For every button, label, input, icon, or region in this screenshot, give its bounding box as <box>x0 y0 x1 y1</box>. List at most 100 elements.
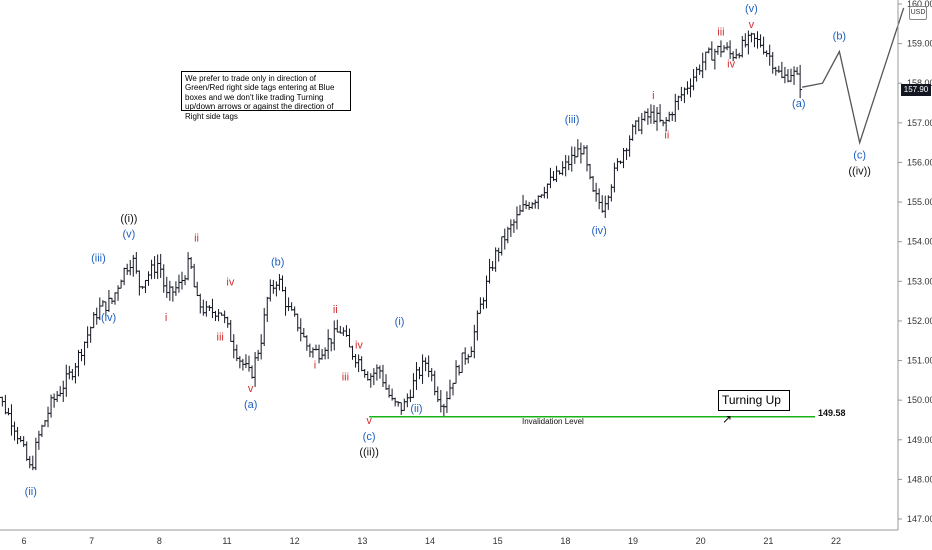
ohlc-bar <box>304 335 309 351</box>
ohlc-bar <box>682 87 687 104</box>
ohlc-bar <box>423 357 428 372</box>
currency-badge: USD <box>909 6 927 20</box>
ohlc-bar <box>487 258 492 284</box>
ohlc-bar <box>82 341 87 366</box>
ohlc-bar <box>725 42 730 51</box>
wave-label: (ii) <box>410 403 422 415</box>
ohlc-bar <box>612 162 617 193</box>
wave-label: iii <box>717 27 724 39</box>
wave-label: (a) <box>792 98 805 110</box>
wave-label: ((ii)) <box>359 447 379 459</box>
ohlc-bar <box>460 352 465 374</box>
ohlc-bar <box>21 436 26 448</box>
ohlc-bar <box>76 349 81 377</box>
ohlc-bar <box>259 334 264 360</box>
ohlc-bar <box>222 310 227 324</box>
ohlc-bar <box>658 104 663 123</box>
ohlc-bar <box>676 95 681 110</box>
wave-label: (iv) <box>592 225 607 237</box>
wave-label: (iv) <box>101 312 116 324</box>
ohlc-bar <box>667 111 672 122</box>
wave-label: v <box>749 19 755 31</box>
x-tick-label: 12 <box>290 536 300 546</box>
ohlc-bar <box>655 107 660 131</box>
wave-label: v <box>366 415 372 427</box>
ohlc-bar <box>36 430 41 450</box>
ohlc-bar <box>58 386 63 397</box>
y-tick-label: 147.00 <box>907 514 932 524</box>
ohlc-bar <box>374 364 379 381</box>
ohlc-bar <box>770 51 775 74</box>
ohlc-bar <box>517 204 522 216</box>
wave-label: (a) <box>244 399 257 411</box>
ohlc-bar <box>292 306 297 317</box>
ohlc-bar <box>417 366 422 380</box>
ohlc-bar <box>752 33 757 48</box>
ohlc-bar <box>703 51 708 71</box>
ohlc-bar <box>210 298 215 319</box>
x-tick-label: 15 <box>493 536 503 546</box>
ohlc-bar <box>377 365 382 379</box>
ohlc-bar <box>268 279 273 302</box>
ohlc-bar <box>243 354 248 369</box>
wave-label: iv <box>355 340 363 352</box>
ohlc-bar <box>411 373 416 399</box>
ohlc-bar <box>396 401 401 407</box>
ohlc-bar <box>533 199 538 209</box>
ohlc-bar <box>636 116 641 132</box>
wave-label: (b) <box>833 31 846 43</box>
ohlc-bar <box>603 195 608 218</box>
wave-labels: (ii)(iii)(iv)(v)((i))iiiiiiivv(a)(b)iiii… <box>25 3 871 498</box>
ohlc-bar <box>277 274 282 291</box>
ohlc-bar <box>496 247 501 262</box>
wave-label: (iii) <box>565 114 580 126</box>
ohlc-bar <box>253 352 258 387</box>
y-tick-label: 148.00 <box>907 474 932 484</box>
wave-label: ii <box>333 304 338 316</box>
ohlc-bar <box>728 40 733 60</box>
x-tick-label: 6 <box>21 536 26 546</box>
ohlc-bar <box>216 309 221 322</box>
ohlc-bar <box>706 47 711 54</box>
ohlc-bar <box>271 279 276 294</box>
ohlc-bar <box>447 379 452 400</box>
ohlc-bar <box>100 300 105 307</box>
ohlc-bar <box>457 364 462 376</box>
strategy-note: We prefer to trade only in direction of … <box>181 71 351 121</box>
current-price-badge: 157.90 <box>901 84 931 96</box>
ohlc-bar <box>201 299 206 316</box>
y-tick-label: 156.00 <box>907 157 932 167</box>
ohlc-bar <box>307 343 312 358</box>
ohlc-bar <box>192 263 197 288</box>
ohlc-bar <box>600 195 605 213</box>
ohlc-bar <box>274 281 279 297</box>
ohlc-bar <box>359 356 364 372</box>
x-tick-label: 20 <box>696 536 706 546</box>
ohlc-bar <box>350 345 355 360</box>
wave-label: (b) <box>271 256 284 268</box>
ohlc-bar <box>341 327 346 336</box>
ohlc-bar <box>514 206 519 230</box>
ohlc-bar <box>581 145 586 155</box>
ohlc-bar <box>454 360 459 384</box>
wave-label: (i) <box>395 316 405 328</box>
ohlc-bar <box>402 398 407 411</box>
ohlc-bar <box>152 256 157 279</box>
ohlc-bar <box>362 369 367 378</box>
ohlc-bar <box>134 252 139 274</box>
arrow-up-right-icon: ↗ <box>722 412 733 426</box>
ohlc-bar <box>798 64 803 99</box>
wave-label: (ii) <box>25 486 37 498</box>
ohlc-bar <box>578 142 583 164</box>
ohlc-bar <box>326 329 331 360</box>
wave-label: (v) <box>122 229 135 241</box>
ohlc-bar <box>563 154 568 177</box>
ohlc-bar <box>250 365 255 379</box>
ohlc-bar <box>170 286 175 302</box>
ohlc-bar <box>27 455 32 469</box>
ohlc-bar <box>137 270 142 296</box>
ohlc-bar <box>368 373 373 388</box>
ohlc-bar <box>9 404 14 436</box>
y-tick-label: 159.00 <box>907 39 932 49</box>
